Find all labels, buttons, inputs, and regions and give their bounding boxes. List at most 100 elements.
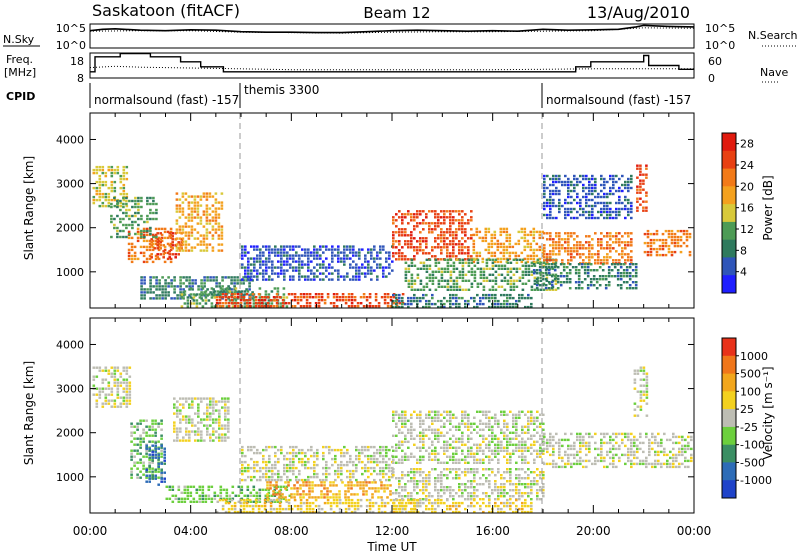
heatmap-cell: [583, 266, 587, 269]
heatmap-cell: [190, 225, 194, 228]
heatmap-cell: [104, 198, 108, 202]
heatmap-cell: [512, 267, 516, 270]
heatmap-cell: [514, 254, 518, 258]
heatmap-cell: [437, 434, 440, 437]
heatmap-cell: [98, 177, 102, 181]
heatmap-cell: [220, 201, 224, 204]
heatmap-cell: [533, 416, 536, 419]
heatmap-cell: [491, 288, 495, 291]
heatmap-cell: [479, 296, 482, 300]
heatmap-cell: [292, 245, 295, 248]
heatmap-cell: [221, 293, 225, 296]
heatmap-cell: [350, 293, 354, 296]
heatmap-cell: [259, 469, 262, 473]
heatmap-cell: [287, 507, 291, 511]
heatmap-cell: [200, 285, 203, 288]
heatmap-cell: [146, 202, 149, 206]
heatmap-cell: [370, 457, 373, 461]
heatmap-cell: [171, 244, 174, 247]
heatmap-cell: [497, 443, 500, 446]
heatmap-cell: [497, 440, 500, 443]
heatmap-cell: [142, 473, 145, 476]
heatmap-cell: [407, 258, 410, 261]
heatmap-cell: [391, 475, 394, 479]
heatmap-cell: [413, 299, 416, 303]
heatmap-cell: [302, 305, 306, 308]
heatmap-cell: [392, 296, 396, 299]
heatmap-cell: [555, 186, 558, 190]
heatmap-cell: [151, 453, 154, 456]
heatmap-cell: [160, 462, 163, 465]
heatmap-cell: [185, 276, 188, 279]
heatmap-cell: [603, 210, 606, 214]
heatmap-cell: [434, 270, 438, 273]
heatmap-cell: [166, 230, 170, 234]
heatmap-cell: [148, 474, 151, 477]
heatmap-cell: [125, 396, 129, 399]
heatmap-cell: [443, 222, 446, 225]
heatmap-cell: [554, 282, 558, 285]
heatmap-cell: [250, 448, 253, 452]
heatmap-cell: [443, 246, 446, 249]
heatmap-cell: [543, 201, 546, 205]
heatmap-cell: [95, 180, 99, 184]
heatmap-cell: [332, 501, 336, 505]
heatmap-cell: [283, 454, 286, 458]
heatmap-cell: [224, 427, 227, 430]
heatmap-cell: [543, 195, 546, 199]
heatmap-cell: [249, 491, 253, 494]
heatmap-cell: [95, 189, 99, 193]
heatmap-cell: [515, 413, 518, 416]
heatmap-cell: [530, 446, 533, 449]
heatmap-cell: [583, 278, 587, 281]
heatmap-cell: [652, 232, 656, 236]
heatmap-cell: [283, 463, 286, 467]
heatmap-cell: [642, 209, 645, 212]
heatmap-cell: [322, 251, 325, 254]
heatmap-cell: [461, 216, 464, 219]
heatmap-cell: [521, 431, 524, 434]
heatmap-cell: [598, 275, 602, 278]
heatmap-cell: [455, 279, 459, 282]
heatmap-cell: [176, 439, 179, 442]
heatmap-cell: [567, 195, 570, 199]
heatmap-cell: [461, 416, 464, 419]
heatmap-cell: [310, 260, 313, 263]
heatmap-cell: [234, 299, 238, 302]
heatmap-cell: [298, 469, 301, 473]
heatmap-cell: [314, 296, 318, 299]
heatmap-cell: [464, 416, 467, 419]
heatmap-cell: [227, 305, 231, 308]
heatmap-cell: [290, 299, 294, 302]
heatmap-cell: [151, 444, 154, 447]
heatmap-cell: [265, 248, 268, 251]
heatmap-cell: [145, 257, 149, 261]
heatmap-cell: [437, 461, 440, 464]
heatmap-cell: [606, 180, 609, 184]
heatmap-cell: [311, 490, 314, 493]
heatmap-cell: [395, 258, 398, 261]
heatmap-cell: [314, 496, 317, 499]
heatmap-cell: [661, 244, 665, 248]
heatmap-cell: [194, 279, 197, 282]
heatmap-cell: [449, 443, 452, 446]
heatmap-cell: [618, 232, 621, 235]
heatmap-cell: [549, 213, 552, 217]
heatmap-cell: [258, 494, 262, 497]
heatmap-cell: [269, 481, 272, 484]
heatmap-cell: [367, 251, 370, 254]
heatmap-cell: [198, 302, 202, 305]
heatmap-cell: [245, 305, 249, 308]
heatmap-cell: [248, 504, 252, 508]
heatmap-cell: [550, 281, 554, 284]
heatmap-cell: [178, 237, 182, 240]
heatmap-cell: [600, 189, 603, 193]
heatmap-cell: [245, 288, 248, 291]
heatmap-cell: [337, 475, 340, 479]
heatmap-cell: [499, 251, 503, 255]
heatmap-cell: [431, 422, 434, 425]
heatmap-cell: [212, 433, 215, 436]
heatmap-cell: [262, 454, 265, 458]
heatmap-cell: [181, 201, 185, 204]
heatmap-cell: [166, 236, 170, 240]
